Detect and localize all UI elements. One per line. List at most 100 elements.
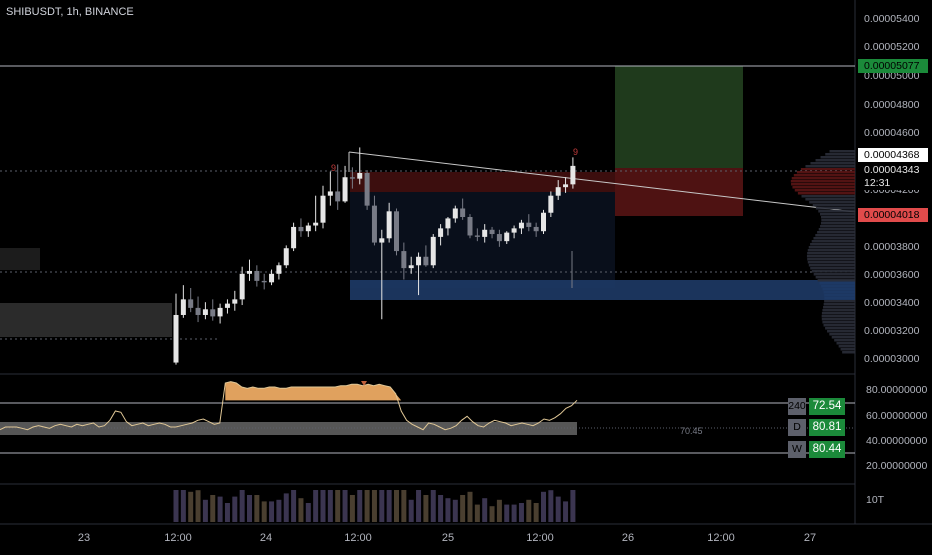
candle-body [335,191,341,202]
candle [335,164,341,210]
volume-bar [526,499,532,522]
volume-bar [489,506,495,522]
price-tick: 0.00003400 [864,297,920,309]
candle [533,222,539,237]
candle-body [460,208,466,217]
volume-profile-bar [807,249,855,252]
target-price-badge: 0.00005077 [858,59,928,73]
volume-profile-bar [808,246,855,249]
candle-body [210,309,216,317]
long-stop-zone [615,168,743,216]
candle [482,224,488,243]
volume-bar [386,490,392,522]
volume-bar [496,499,502,522]
candle [217,303,223,324]
volume-profile-bar [820,222,855,225]
candle-body [445,218,451,229]
candle-body [401,251,407,269]
td-count-9-latest: 9 [573,147,578,157]
candle-body [430,236,436,266]
candle [445,217,451,236]
candle [555,180,561,200]
volume-bar [298,498,304,522]
volume-bar [548,490,554,522]
volume-bar [416,490,422,522]
candle-body [438,228,444,237]
volume-profile-bar [824,294,855,297]
volume-profile-bar [790,180,855,183]
candle-body [386,211,392,239]
volume-profile-bar [829,333,855,336]
volume-profile-bar [823,324,855,327]
volume-profile-bar [842,351,855,354]
candle [452,205,458,223]
volume-bar [482,498,488,522]
candle-body [555,187,561,196]
volume-profile-bar [805,198,855,201]
volume-bar [232,496,238,522]
candle [283,245,289,269]
volume-bar [438,495,444,522]
volume-profile-bar [818,210,855,213]
volume-profile-bar [818,228,855,231]
volume-bar [555,496,561,522]
volume-profile-bar [811,270,855,273]
volume-profile-bar [822,309,855,312]
volume-bar [173,490,179,522]
volume-profile-bar [810,162,855,165]
volume-profile-bar [821,318,855,321]
candle-body [180,299,186,315]
volume-profile-bar [822,288,855,291]
volume-profile-bar [813,273,855,276]
candle-body [283,248,289,266]
oscillator-mid-value: 70.45 [680,426,703,436]
volume-profile-bar [808,264,855,267]
volume-bar [541,491,546,522]
candle-body [254,270,260,281]
price-tick: 0.00005200 [864,41,920,53]
volume-bar [474,504,480,522]
candle [188,288,194,313]
volume-profile-bar [812,204,855,207]
time-tick: 25 [441,532,455,544]
candle-body [247,270,252,274]
volume-profile-bar [821,312,855,315]
candle-body [416,256,422,266]
candle [489,226,495,239]
volume-bar [563,501,569,522]
volume-bar [342,490,348,522]
price-tick: 0.00004600 [864,127,920,139]
volume-profile-bar [815,276,855,279]
volume-bar [239,490,245,522]
candle-body [408,265,414,269]
candle [438,224,444,246]
candle-body [489,229,495,235]
candle [298,218,304,237]
volume-bar [504,504,510,522]
volume-profile-bar [821,285,855,288]
volume-profile-bar [794,189,855,192]
volume-bar [357,490,363,522]
candle [371,195,377,246]
candle [313,195,319,232]
time-tick: 12:00 [164,532,192,544]
volume-profile [790,150,855,354]
volume-bars [173,490,576,522]
timeframe-value: 80.44 [809,441,845,458]
volume-profile-bar [793,174,855,177]
volume-profile-bar [820,156,855,159]
current-price-badge: 0.00004343 [858,163,928,177]
candle [401,242,407,280]
time-tick: 23 [77,532,91,544]
volume-profile-bar [821,219,855,222]
volume-profile-bar [806,255,855,258]
candle-body [518,222,524,229]
volume-bar [283,493,289,522]
range-box [350,192,615,288]
timeframe-value: 80.81 [809,419,845,436]
oscillator-tick: 60.00000000 [866,410,928,422]
candle [202,302,208,320]
candle [416,252,422,296]
